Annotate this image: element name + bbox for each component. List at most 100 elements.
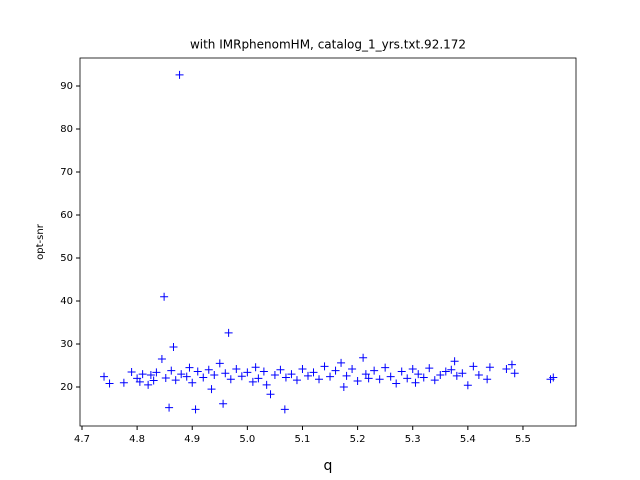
point [221,369,230,378]
x-tick-label: 5.4 [460,434,476,445]
point [135,377,144,386]
x-tick-label: 5.2 [350,434,366,445]
point [469,362,478,371]
point [375,375,384,384]
y-tick-label: 70 [60,167,73,178]
point [210,370,219,379]
x-tick-label: 5.5 [515,434,531,445]
point [160,292,169,301]
point [167,366,176,375]
point [204,365,213,374]
point [266,390,275,399]
point [474,370,483,379]
point [105,379,114,388]
point [152,368,161,377]
point [359,353,368,362]
point [392,379,401,388]
point [182,372,191,381]
point [507,360,516,369]
point [226,375,235,384]
point [248,377,257,386]
point [447,365,456,374]
point [251,363,260,372]
point [510,369,519,378]
x-tick-label: 4.9 [184,434,200,445]
point [127,367,136,376]
point [411,378,420,387]
x-tick-label: 5.0 [239,434,255,445]
y-tick-label: 40 [60,296,73,307]
point [303,371,312,380]
x-axis-label: q [324,458,333,474]
point [339,382,348,391]
point [337,358,346,367]
point [348,364,357,373]
point [100,372,109,381]
x-tick-label: 5.1 [295,434,311,445]
y-tick-label: 50 [60,253,73,264]
point [370,366,379,375]
point [185,363,194,372]
point [270,370,279,379]
y-tick-label: 90 [60,81,73,92]
point [403,374,412,383]
y-tick-label: 30 [60,339,73,350]
point [119,378,128,387]
point [315,375,324,384]
point [199,373,208,382]
point [292,376,301,385]
point [193,367,202,376]
point [149,376,158,385]
x-tick-label: 5.3 [405,434,421,445]
point [408,364,417,373]
point [219,399,228,408]
point [259,367,268,376]
point [215,359,224,368]
y-tick-label: 20 [60,382,73,393]
point [177,370,186,379]
point [353,376,362,385]
point [386,372,395,381]
point [144,380,153,389]
point [364,374,373,383]
point [165,403,174,412]
point [326,372,335,381]
point [224,328,233,337]
point [188,378,197,387]
point [483,375,492,384]
point [502,364,511,373]
point [331,366,340,375]
point [361,370,370,379]
point [309,368,318,377]
point [287,370,296,379]
point [237,372,246,381]
point [430,376,439,385]
point [419,373,428,382]
y-axis-label: opt-snr [35,223,46,260]
point [276,365,285,374]
y-tick-label: 80 [60,124,73,135]
point [281,373,290,382]
point [450,357,459,366]
chart-title: with IMRphenomHM, catalog_1_yrs.txt.92.1… [190,38,466,52]
point [414,370,423,379]
point [232,364,241,373]
plot-frame [79,57,577,427]
point [161,373,170,382]
point [436,370,445,379]
point [381,363,390,372]
point [262,380,271,389]
point [191,405,200,414]
point [485,363,494,372]
point [397,367,406,376]
point [320,362,329,371]
point [146,370,155,379]
point [138,370,147,379]
x-tick-label: 4.8 [129,434,145,445]
y-tick-label: 60 [60,210,73,221]
point [280,405,289,414]
point [458,369,467,378]
point [207,385,216,394]
